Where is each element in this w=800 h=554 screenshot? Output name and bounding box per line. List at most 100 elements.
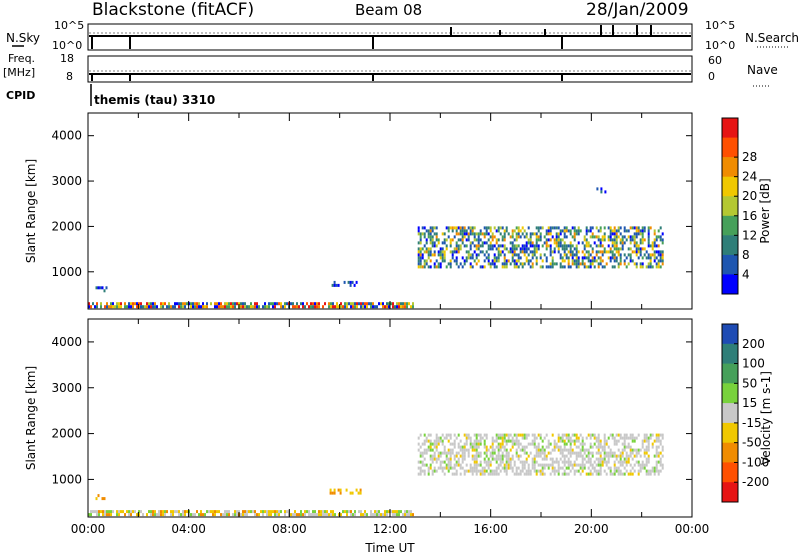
velocity-cell [535,469,538,473]
power-cell [441,247,444,251]
velocity-cell [655,460,658,464]
power-cell [100,302,102,306]
velocity-cell [509,448,512,452]
power-cell [270,302,272,306]
power-cell [595,259,598,263]
velocity-cell [593,460,596,464]
velocity-cell [639,454,642,458]
velocity-cell [625,463,628,467]
velocity-cell [252,510,254,514]
velocity-cell [599,442,602,446]
velocity-colorbar-tick-label: 200 [742,337,765,351]
power-cell [455,247,458,251]
power-cell [380,302,382,306]
power-cell [180,305,182,309]
power-cell [633,235,636,239]
velocity-cell [603,439,606,443]
velocity-cell [475,460,478,464]
velocity-cell [527,466,530,470]
velocity-cell [332,513,334,517]
velocity-cell [565,454,568,458]
velocity-cell [515,439,518,443]
power-cell [300,302,302,306]
power-cell [613,232,616,236]
power-cell [461,226,464,230]
power-cell [617,262,620,266]
power-cell [511,247,514,251]
power-cell [647,238,650,242]
power-cell [519,247,522,251]
power-cell [575,265,578,269]
velocity-cell [220,513,222,517]
power-cell [596,187,599,191]
velocity-cell [491,448,494,452]
power-cell [595,253,598,257]
velocity-cell [649,436,652,440]
velocity-cell [657,454,660,458]
velocity-cell [501,460,504,464]
power-cell [128,302,130,306]
velocity-cell [437,442,440,446]
velocity-cell [435,439,438,443]
power-cell [503,262,506,266]
power-cell [483,253,486,257]
power-cell [571,244,574,248]
power-cell [481,232,484,236]
power-cell [507,250,510,254]
velocity-cell [467,448,470,452]
velocity-cell [475,445,478,449]
velocity-cell [599,472,602,476]
velocity-cell [447,433,450,437]
velocity-cell [469,469,472,473]
power-cell [593,235,596,239]
power-cell [503,256,506,260]
power-cell [615,247,618,251]
velocity-cell [417,460,420,464]
velocity-cell [408,513,410,517]
velocity-cell [609,433,612,437]
power-cell [495,265,498,269]
power-cell [585,265,588,269]
power-cell [573,235,576,239]
power-cell [527,247,530,251]
velocity-cell [386,513,388,517]
velocity-cell [429,463,432,467]
velocity-cell [571,463,574,467]
velocity-cell [505,442,508,446]
power-cell [655,235,658,239]
power-cell [497,229,500,233]
power-cell [136,302,138,306]
velocity-cell [531,460,534,464]
velocity-cell [447,448,450,452]
power-cell [603,238,606,242]
power-cell [635,235,638,239]
power-cell [144,305,146,309]
velocity-cell [485,460,488,464]
power-cell [493,244,496,248]
velocity-cell [228,510,230,514]
velocity-cell [621,460,624,464]
power-cell [613,238,616,242]
power-colorbar-tick-label: 8 [742,248,750,262]
power-cell [523,262,526,266]
velocity-cell [551,469,554,473]
power-cell [166,305,168,309]
power-cell [565,229,568,233]
velocity-cell [565,472,568,476]
velocity-cell [176,510,178,514]
velocity-cell [569,436,572,440]
velocity-cell [126,510,128,514]
velocity-cell [417,436,420,440]
power-cell [234,302,236,306]
velocity-cell [645,457,648,461]
power-cell [483,265,486,269]
velocity-cell [455,469,458,473]
power-cell [501,235,504,239]
velocity-cell [116,513,118,517]
power-cell [362,305,364,309]
velocity-cell [577,445,580,449]
velocity-cell [433,457,436,461]
power-cell [527,238,530,242]
power-cell [97,286,100,290]
power-cell [643,247,646,251]
